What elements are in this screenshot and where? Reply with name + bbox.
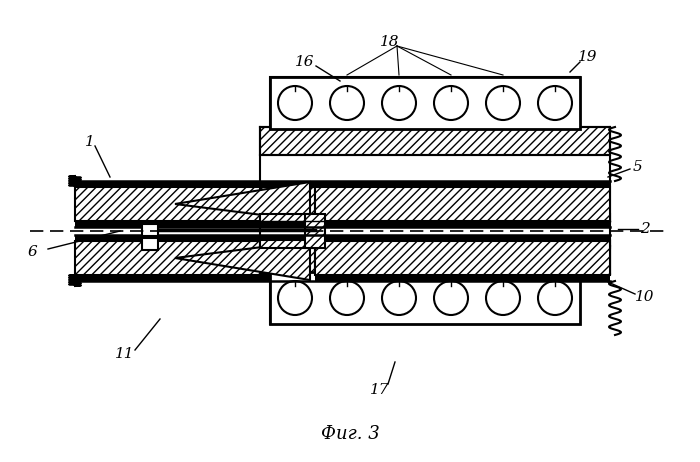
Bar (315, 221, 610, 227)
Bar (278, 278, 572, 318)
Text: 1: 1 (85, 135, 95, 149)
Text: Фиг. 3: Фиг. 3 (321, 425, 379, 443)
Bar (75, 221, 315, 227)
Text: 2: 2 (640, 222, 650, 236)
Bar (270, 272, 580, 324)
Bar (260, 155, 610, 246)
Text: 11: 11 (116, 347, 134, 361)
Bar (75, 235, 315, 241)
Bar (315, 181, 610, 187)
Bar (142, 224, 158, 236)
Bar (142, 238, 158, 250)
Bar (75, 275, 315, 281)
Text: 16: 16 (295, 55, 315, 69)
Bar (75, 187, 315, 221)
Polygon shape (175, 182, 310, 221)
Bar (315, 275, 610, 281)
Bar (260, 127, 610, 155)
Polygon shape (175, 241, 310, 280)
Text: 18: 18 (380, 35, 400, 49)
Bar (315, 241, 610, 275)
Bar (260, 240, 610, 248)
Bar (305, 214, 325, 248)
Bar (75, 241, 315, 275)
Bar (315, 235, 610, 241)
Bar (260, 214, 610, 222)
Bar (315, 187, 610, 221)
Text: 6: 6 (27, 245, 37, 259)
Bar (278, 83, 572, 123)
Text: 17: 17 (370, 383, 390, 397)
Text: 5: 5 (633, 160, 643, 174)
Bar (260, 246, 610, 274)
Text: 19: 19 (578, 50, 598, 64)
Bar (270, 77, 580, 129)
Bar (270, 77, 580, 129)
Text: 10: 10 (636, 290, 654, 304)
Bar (75, 181, 315, 187)
Bar (270, 272, 580, 324)
